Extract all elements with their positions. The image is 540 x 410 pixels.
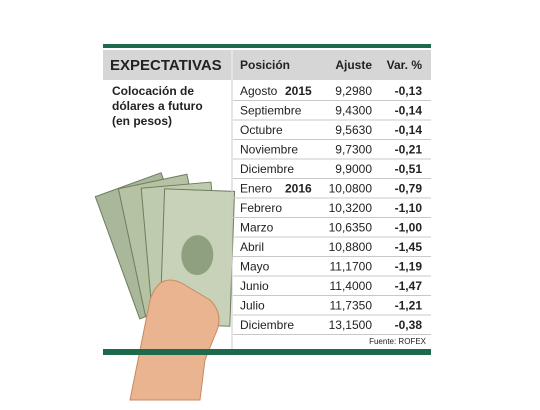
adjust: 9,2980 (335, 84, 372, 98)
position: Septiembre (240, 103, 302, 117)
position: Julio (240, 298, 265, 312)
adjust: 9,4300 (335, 103, 372, 117)
change: -0,14 (395, 123, 423, 137)
adjust: 11,4000 (330, 279, 373, 293)
change: -0,79 (395, 181, 423, 195)
position: Mayo (240, 259, 270, 273)
position: Febrero (240, 201, 282, 215)
subtitle: (en pesos) (112, 114, 172, 128)
adjust: 13,1500 (329, 318, 373, 332)
adjust: 9,7300 (335, 142, 372, 156)
change: -0,21 (395, 142, 423, 156)
position: Octubre (240, 123, 283, 137)
adjust: 11,1700 (330, 259, 373, 273)
money-illustration (94, 172, 236, 401)
position: Enero (240, 181, 272, 195)
bottom-bar (103, 349, 431, 355)
year: 2015 (285, 84, 312, 98)
position: Junio (240, 279, 269, 293)
subtitle: dólares a futuro (112, 99, 203, 113)
adjust: 10,8800 (329, 240, 373, 254)
title-box (103, 50, 231, 80)
position: Diciembre (240, 318, 294, 332)
adjust: 11,7350 (330, 298, 373, 312)
change: -1,19 (395, 259, 423, 273)
change: -0,38 (395, 318, 423, 332)
adjust: 10,0800 (329, 181, 373, 195)
title: EXPECTATIVAS (110, 57, 222, 74)
adjust: 9,5630 (335, 123, 372, 137)
column-header: Ajuste (335, 58, 372, 72)
change: -0,14 (395, 103, 423, 117)
year: 2016 (285, 181, 312, 195)
position: Noviembre (240, 142, 298, 156)
column-header-box (233, 50, 431, 80)
adjust: 10,6350 (329, 220, 373, 234)
change: -1,10 (395, 201, 423, 215)
position: Agosto (240, 84, 278, 98)
adjust: 10,3200 (329, 201, 373, 215)
subtitle: Colocación de (112, 84, 194, 98)
column-header: Var. % (387, 58, 423, 72)
adjust: 9,9000 (335, 162, 372, 176)
change: -1,45 (395, 240, 423, 254)
change: -1,21 (395, 298, 423, 312)
source: Fuente: ROFEX (369, 337, 427, 346)
change: -0,51 (395, 162, 423, 176)
column-header: Posición (240, 58, 290, 72)
top-bar (103, 44, 431, 48)
change: -1,00 (395, 220, 423, 234)
change: -0,13 (395, 84, 423, 98)
change: -1,47 (395, 279, 423, 293)
position: Diciembre (240, 162, 294, 176)
position: Abril (240, 240, 264, 254)
position: Marzo (240, 220, 274, 234)
